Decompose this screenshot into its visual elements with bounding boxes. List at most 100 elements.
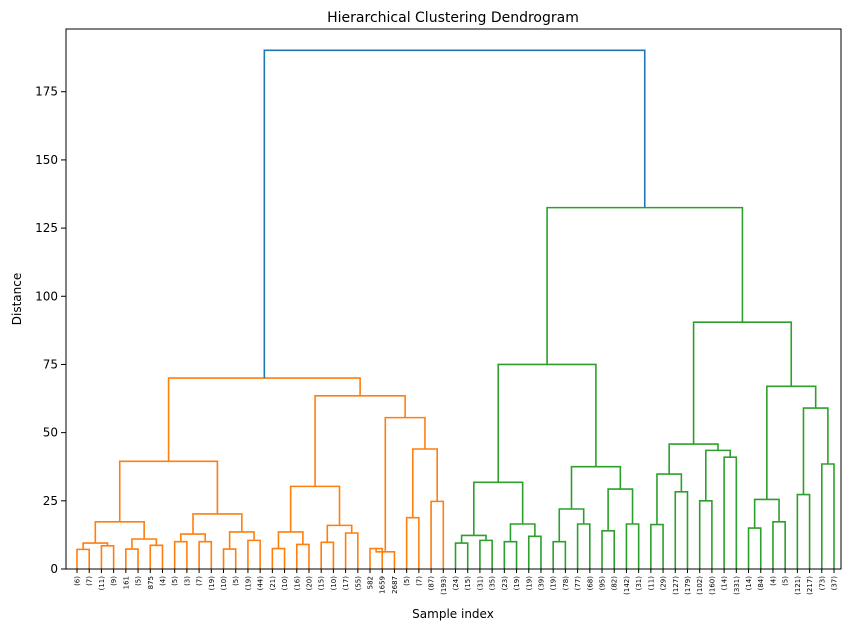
leaf-label: (160): [708, 576, 716, 595]
dendrogram-link: [473, 481, 524, 536]
dendrogram-link: [625, 523, 640, 569]
leaf-label: (84): [757, 576, 765, 591]
dendrogram-link: [82, 542, 109, 550]
leaf-label: (5): [171, 576, 179, 586]
dendrogram-link: [558, 508, 585, 542]
leaf-label: 161: [122, 576, 130, 589]
leaf-label: (82): [611, 576, 619, 591]
dendrogram-link: [802, 407, 829, 495]
leaf-label: (78): [562, 576, 570, 591]
dendrogram-link: [674, 491, 689, 569]
leaf-label: (193): [440, 576, 448, 595]
dendrogram-link: [766, 385, 817, 500]
leaf-label: (11): [98, 576, 106, 591]
leaf-label: (73): [818, 576, 826, 591]
leaf-label: 1659: [379, 576, 387, 594]
dendrogram-link: [263, 49, 646, 379]
dendrogram-link: [607, 488, 634, 531]
dendrogram-link: [314, 395, 406, 487]
x-axis: (6) (7) (11) (9) 161 (5) 875 (4) (5) (3) (7) (19) (1…: [74, 569, 839, 595]
dendrogram-link: [479, 539, 493, 569]
dendrogram-link: [192, 513, 243, 535]
dendrogram-link: [650, 523, 664, 569]
dendrogram-link: [131, 538, 158, 550]
leaf-label: (95): [599, 576, 607, 591]
dendrogram-link: [656, 473, 683, 525]
leaf-label: (10): [220, 576, 228, 591]
leaf-label: (217): [806, 576, 814, 595]
leaf-label: (10): [281, 576, 289, 591]
y-tick-label: 0: [50, 562, 58, 576]
y-tick-label: 150: [35, 153, 58, 167]
leaf-label: (7): [415, 576, 423, 586]
leaf-label: (19): [550, 576, 558, 591]
leaf-label: (37): [831, 576, 839, 591]
dendrogram-link: [753, 498, 780, 529]
dendrogram-link: [247, 539, 261, 569]
leaf-label: (55): [354, 576, 362, 591]
leaf-label: 2687: [391, 576, 399, 594]
dendrogram-link: [369, 547, 384, 569]
dendrogram-link: [820, 463, 835, 569]
dendrogram-link: [125, 548, 139, 569]
leaf-label: (11): [647, 576, 655, 591]
leaf-label: (5): [403, 576, 411, 586]
leaf-label: (21): [269, 576, 277, 591]
leaf-label: (31): [476, 576, 484, 591]
leaf-label: (31): [635, 576, 643, 591]
leaf-label: (14): [721, 576, 729, 591]
dendrogram-link: [76, 548, 91, 569]
dendrogram-link: [173, 540, 188, 569]
dendrogram-link: [723, 456, 738, 569]
dendrogram-link: [747, 527, 762, 569]
dendrogram-link: [405, 516, 420, 569]
leaf-label: (127): [672, 576, 680, 595]
dendrogram-link: [271, 547, 286, 569]
y-tick-label: 125: [35, 221, 58, 235]
dendrogram-link: [704, 449, 732, 501]
leaf-label: (35): [489, 576, 497, 591]
leaf-label: (29): [660, 576, 668, 591]
leaf-label: (331): [733, 576, 741, 595]
dendrogram-link: [430, 500, 445, 569]
dendrogram-link: [320, 541, 335, 569]
leaf-label: (20): [305, 576, 313, 591]
leaf-label: (19): [513, 576, 521, 591]
leaf-label: (4): [159, 576, 167, 586]
dendrogram-link: [167, 377, 361, 462]
dendrogram-link: [454, 542, 469, 569]
dendrogram-link: [497, 363, 597, 483]
leaf-label: (17): [342, 576, 350, 591]
dendrogram-link: [668, 443, 719, 475]
y-tick-label: 75: [43, 357, 58, 371]
dendrogram-link: [344, 532, 359, 569]
leaf-label: (15): [318, 576, 326, 591]
leaf-label: (44): [257, 576, 265, 591]
y-axis-label: Distance: [10, 273, 24, 325]
dendrogram-link: [546, 206, 744, 365]
leaf-label: (6): [74, 576, 82, 586]
dendrogram-links: [76, 49, 835, 569]
leaf-label: (14): [745, 576, 753, 591]
leaf-label: (3): [183, 576, 191, 586]
leaf-label: (68): [586, 576, 594, 591]
dendrogram-link: [326, 524, 353, 543]
leaf-label: (24): [452, 576, 460, 591]
dendrogram-link: [552, 540, 567, 569]
y-tick-label: 100: [35, 289, 58, 303]
x-axis-label: Sample index: [412, 607, 494, 621]
leaf-label: (9): [110, 576, 118, 586]
dendrogram-link: [692, 321, 793, 445]
leaf-label: (179): [684, 576, 692, 595]
dendrogram-link: [698, 500, 713, 569]
dendrogram-link: [277, 531, 304, 549]
leaf-label: 875: [147, 576, 155, 589]
leaf-label: 582: [367, 576, 375, 589]
dendrogram-link: [295, 543, 310, 569]
leaf-label: (39): [537, 576, 545, 591]
leaf-label: (19): [208, 576, 216, 591]
leaf-label: (7): [86, 576, 94, 586]
leaf-label: (10): [330, 576, 338, 591]
leaf-label: (142): [623, 576, 631, 595]
